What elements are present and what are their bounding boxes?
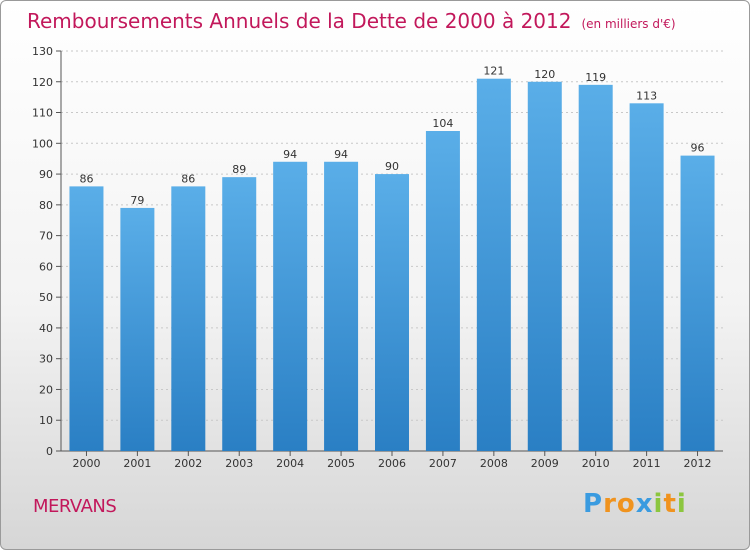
data-label: 94 xyxy=(283,148,297,161)
y-tick-label: 50 xyxy=(39,291,53,304)
bar-2008 xyxy=(476,78,511,451)
data-label: 79 xyxy=(130,194,144,207)
chart-title: Remboursements Annuels de la Dette de 20… xyxy=(27,9,676,33)
logo-letter: o xyxy=(616,489,636,519)
bar-2011 xyxy=(629,103,664,452)
bar-2007 xyxy=(425,131,460,451)
logo-letter: x xyxy=(635,489,654,519)
logo-letter: r xyxy=(603,489,617,519)
x-tick-label: 2006 xyxy=(378,457,406,470)
y-tick-label: 120 xyxy=(32,76,53,89)
data-label: 86 xyxy=(79,172,93,185)
data-label: 119 xyxy=(585,71,606,84)
y-tick-label: 90 xyxy=(39,168,53,181)
proxiti-logo[interactable]: Proxiti xyxy=(583,489,687,519)
bar-2002 xyxy=(171,186,206,451)
bar-2010 xyxy=(578,84,613,451)
chart-title-text: Remboursements Annuels de la Dette de 20… xyxy=(27,9,572,33)
bar-2001 xyxy=(120,207,155,451)
x-tick-label: 2009 xyxy=(531,457,559,470)
x-tick-label: 2001 xyxy=(123,457,151,470)
y-tick-label: 10 xyxy=(39,414,53,427)
x-tick-label: 2007 xyxy=(429,457,457,470)
y-tick-label: 100 xyxy=(32,137,53,150)
bar-2009 xyxy=(527,81,562,452)
y-tick-label: 20 xyxy=(39,383,53,396)
data-label: 113 xyxy=(636,89,657,102)
x-tick-label: 2012 xyxy=(684,457,712,470)
logo-letter: i xyxy=(676,489,687,519)
y-tick-label: 80 xyxy=(39,199,53,212)
x-tick-label: 2003 xyxy=(225,457,253,470)
x-tick-label: 2005 xyxy=(327,457,355,470)
x-tick-label: 2010 xyxy=(582,457,610,470)
town-name: MERVANS xyxy=(33,496,117,517)
bar-2005 xyxy=(324,161,359,451)
data-label: 120 xyxy=(534,68,555,81)
bars xyxy=(69,78,715,452)
x-tick-label: 2008 xyxy=(480,457,508,470)
bar-2006 xyxy=(375,174,409,452)
y-tick-label: 110 xyxy=(32,107,53,120)
chart-subtitle: (en milliers d'€) xyxy=(581,17,676,31)
data-label: 121 xyxy=(483,65,504,78)
data-label: 94 xyxy=(334,148,348,161)
y-tick-label: 0 xyxy=(46,445,53,458)
x-tick-label: 2004 xyxy=(276,457,304,470)
x-tick-label: 2000 xyxy=(72,457,100,470)
y-tick-label: 30 xyxy=(39,353,53,366)
y-tick-label: 130 xyxy=(32,45,53,58)
logo-letter: i xyxy=(653,489,664,519)
x-tick-label: 2002 xyxy=(174,457,202,470)
x-tick-label: 2011 xyxy=(633,457,661,470)
data-label: 96 xyxy=(691,142,705,155)
bar-2000 xyxy=(69,186,104,451)
logo-letter: t xyxy=(663,489,677,519)
bar-2003 xyxy=(222,177,257,451)
data-label: 90 xyxy=(385,160,399,173)
data-label: 89 xyxy=(232,163,246,176)
y-tick-label: 60 xyxy=(39,260,53,273)
y-tick-label: 70 xyxy=(39,230,53,243)
bar-2004 xyxy=(273,161,308,451)
bar-2012 xyxy=(680,155,715,451)
logo-letter: P xyxy=(583,489,604,519)
y-tick-label: 40 xyxy=(39,322,53,335)
labels: 86 2000 79 2001 86 2002 89 2003 94 2004 94 2005 90 20… xyxy=(72,65,711,470)
data-label: 104 xyxy=(432,117,453,130)
data-label: 86 xyxy=(181,172,195,185)
